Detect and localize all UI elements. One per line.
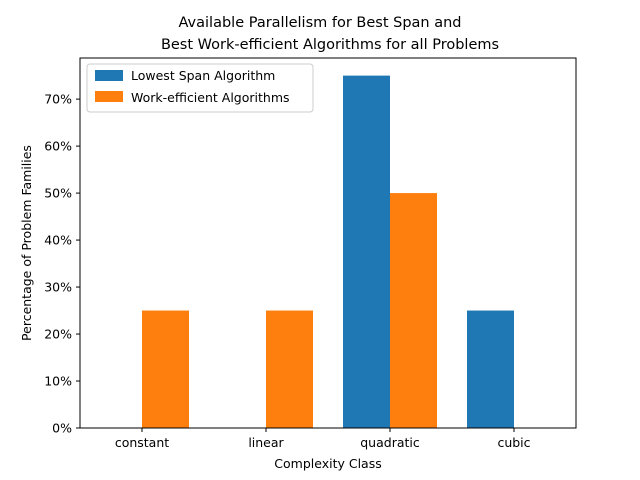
- x-tick-label: constant: [115, 435, 169, 450]
- y-axis: 0% 10% 20% 30% 40% 50% 60% 70%: [44, 92, 80, 436]
- y-tick-label: 0%: [52, 421, 72, 436]
- x-axis: constant linear quadratic cubic: [115, 428, 531, 450]
- x-tick-label: linear: [248, 435, 284, 450]
- bar-lowest-span-algorithm-quadratic: [343, 75, 390, 428]
- plot-frame: [79, 57, 577, 429]
- y-tick-label: 20%: [44, 327, 72, 342]
- bar-lowest-span-algorithm-cubic: [467, 310, 514, 428]
- y-tick-label: 30%: [44, 280, 72, 295]
- legend-swatch-work-efficient: [95, 91, 123, 102]
- chart-title-line-1: Available Parallelism for Best Span and: [178, 15, 461, 31]
- legend-frame: [86, 63, 314, 113]
- bar-work-efficient-algorithms-quadratic: [390, 193, 437, 428]
- legend-swatch-lowest-span: [95, 70, 123, 81]
- chart-title-line-2: Best Work-efficient Algorithms for all P…: [161, 37, 499, 53]
- bar-work-efficient-algorithms-constant: [142, 310, 189, 428]
- y-tick-label: 70%: [44, 92, 72, 107]
- legend-label-work-efficient: Work-efficient Algorithms: [131, 90, 290, 105]
- x-tick-label: quadratic: [360, 435, 420, 450]
- y-tick-label: 50%: [44, 186, 72, 201]
- bar-work-efficient-algorithms-linear: [266, 310, 313, 428]
- y-axis-label: Percentage of Problem Families: [19, 145, 34, 341]
- x-axis-label: Complexity Class: [274, 456, 381, 471]
- y-tick-label: 40%: [44, 233, 72, 248]
- x-tick-label: cubic: [497, 435, 530, 450]
- y-tick-label: 10%: [44, 374, 72, 389]
- y-tick-label: 60%: [44, 139, 72, 154]
- bars-group: [142, 75, 514, 428]
- legend: Lowest Span Algorithm Work-efficient Alg…: [86, 63, 314, 113]
- legend-label-lowest-span: Lowest Span Algorithm: [131, 68, 275, 83]
